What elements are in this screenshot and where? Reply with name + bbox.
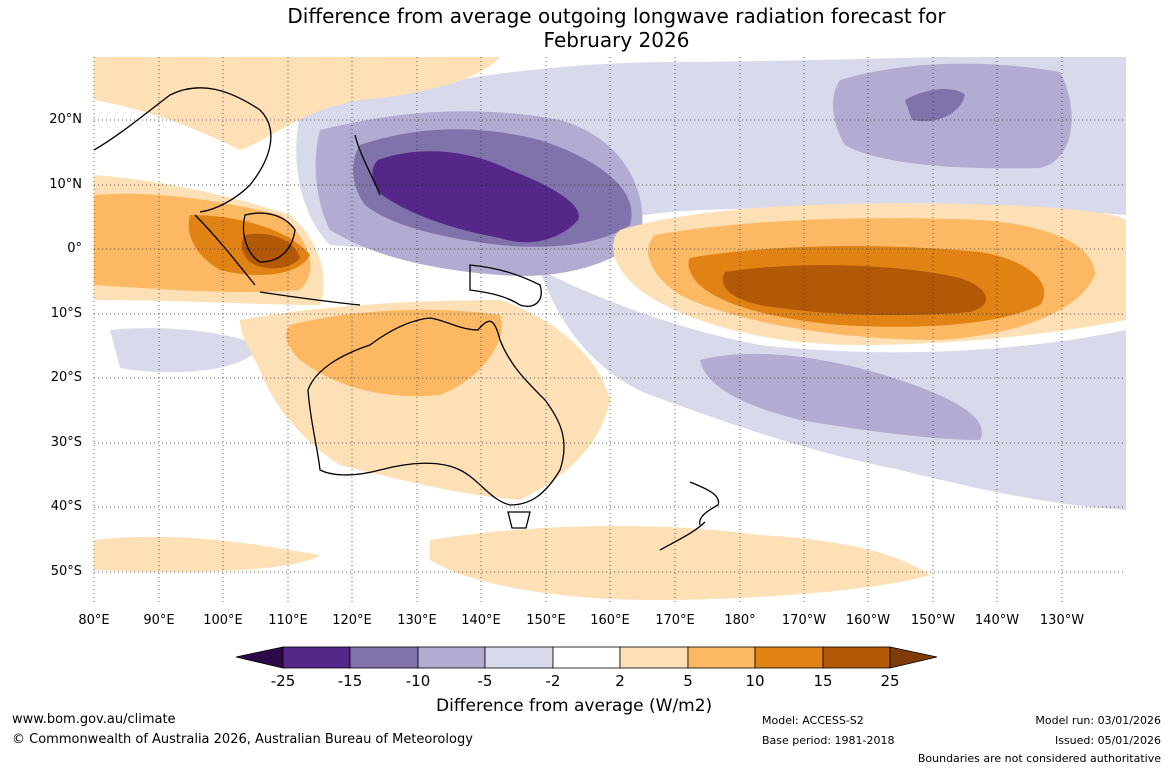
colorbar-swatch — [754, 646, 824, 669]
strong-suppression-hawaii — [905, 88, 965, 122]
colorbar-swatch — [417, 646, 486, 669]
lon-label: 100°E — [203, 613, 243, 628]
tasmania-coast — [507, 511, 531, 529]
asia-coast — [94, 87, 272, 213]
new-zealand-coast — [659, 481, 720, 551]
colorbar — [235, 646, 938, 669]
graticule — [93, 57, 1126, 604]
colorbar-label: -15 — [337, 672, 363, 690]
lon-label: 150°W — [910, 613, 956, 628]
map-title-line1: Difference from average outgoing longwav… — [287, 4, 946, 28]
lat-label: 20°N — [49, 112, 82, 127]
colorbar-label: 25 — [880, 672, 900, 690]
colorbar-extension-high — [889, 646, 938, 669]
colorbar-label: 5 — [683, 672, 693, 690]
model-run: Model run: 03/01/2026 — [1035, 714, 1161, 727]
colorbar-label: -10 — [405, 672, 431, 690]
mid-suppression-south-pacific — [700, 353, 982, 440]
lon-label: 170°W — [781, 613, 827, 628]
colorbar-label: 10 — [745, 672, 765, 690]
colorbar-swatch — [349, 646, 419, 669]
colorbar-title: Difference from average (W/m2) — [436, 696, 713, 716]
borneo-coast — [242, 212, 296, 263]
colorbar-swatch — [484, 646, 554, 669]
new-guinea-coast — [469, 264, 542, 307]
lon-label: 120°E — [332, 613, 372, 628]
colorbar-label: -2 — [545, 672, 561, 690]
lon-label: 90°E — [143, 613, 175, 628]
lat-label: 40°S — [50, 499, 82, 514]
lon-label: 170°E — [655, 613, 695, 628]
website-link[interactable]: www.bom.gov.au/climate — [12, 712, 176, 727]
lat-label: 10°S — [50, 306, 82, 321]
lon-label: 180° — [724, 613, 756, 628]
issued-date: Issued: 05/01/2026 — [1054, 734, 1161, 747]
suppressed-band-indian-ocean — [110, 328, 260, 373]
lon-label: 140°E — [461, 613, 501, 628]
colorbar-swatch — [552, 646, 621, 669]
model-name: Model: ACCESS-S2 — [762, 714, 864, 727]
map-title-line2: February 2026 — [543, 28, 690, 52]
copyright: © Commonwealth of Australia 2026, Austra… — [12, 732, 473, 747]
australia-coast — [307, 317, 565, 506]
anomaly-field — [94, 57, 1126, 604]
lat-label: 0° — [67, 241, 82, 256]
colorbar-label: 15 — [813, 672, 833, 690]
colorbar-label: 2 — [615, 672, 625, 690]
enhanced-core-pacific — [722, 265, 987, 316]
lon-label: 160°W — [845, 613, 891, 628]
lon-label: 130°W — [1039, 613, 1085, 628]
colorbar-swatch — [687, 646, 756, 669]
lat-label: 50°S — [50, 564, 82, 579]
base-period: Base period: 1981-2018 — [762, 734, 895, 747]
enhanced-northern-australia — [286, 309, 502, 397]
lon-label: 110°E — [268, 613, 308, 628]
lat-label: 20°S — [50, 370, 82, 385]
colorbar-label: -5 — [477, 672, 493, 690]
boundary-disclaimer: Boundaries are not considered authoritat… — [917, 752, 1161, 765]
coastlines — [94, 87, 720, 551]
sumatra-java-coast — [194, 214, 361, 306]
colorbar-swatch — [282, 646, 351, 669]
philippines-coast — [354, 134, 381, 196]
lon-label: 130°E — [397, 613, 437, 628]
colorbar-label: -25 — [270, 672, 296, 690]
lon-label: 160°E — [590, 613, 630, 628]
core-suppression-philippines — [372, 151, 579, 243]
enhanced-northwest-band — [94, 57, 500, 150]
lat-label: 30°S — [50, 435, 82, 450]
lon-label: 140°W — [974, 613, 1020, 628]
lon-label: 150°E — [526, 613, 566, 628]
lon-label: 80°E — [78, 613, 110, 628]
enhanced-southern-ocean — [94, 525, 930, 600]
colorbar-extension-low — [235, 646, 284, 669]
colorbar-swatch — [822, 646, 891, 669]
mid-suppression-hawaii — [833, 63, 1072, 169]
lat-label: 10°N — [49, 177, 82, 192]
colorbar-swatch — [619, 646, 689, 669]
